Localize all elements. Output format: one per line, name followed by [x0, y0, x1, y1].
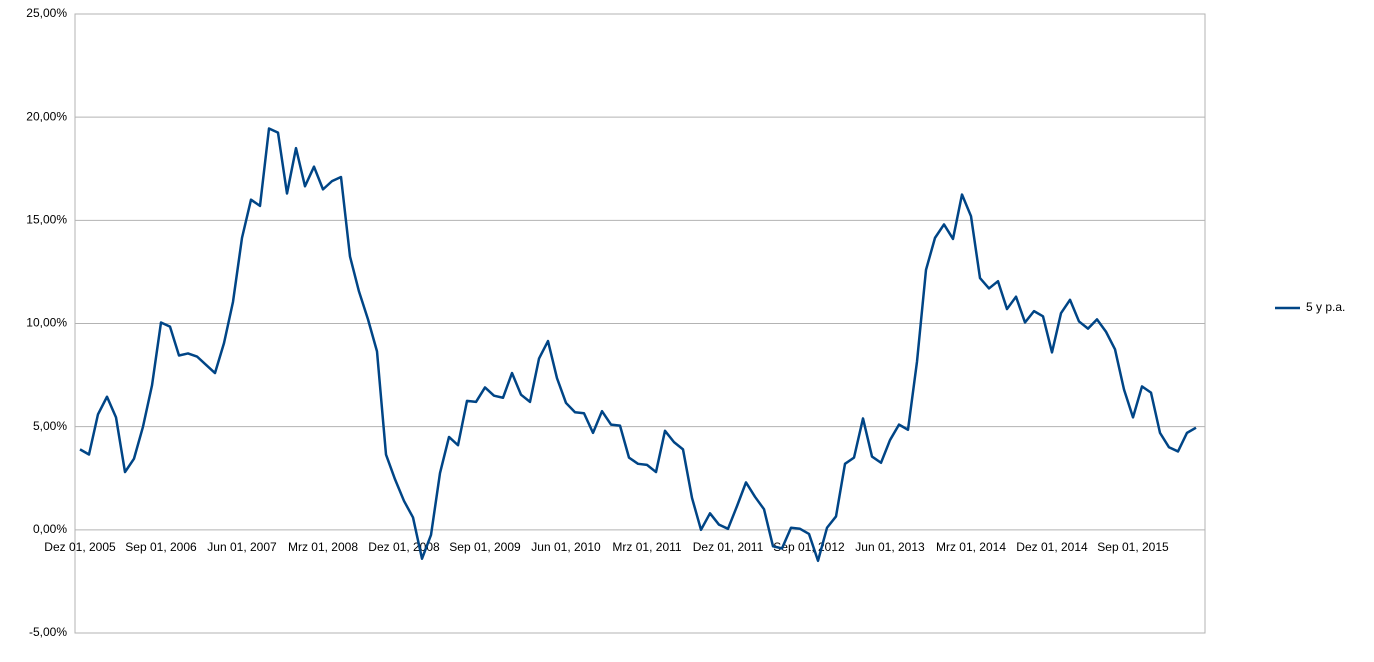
x-tick-label: Dez 01, 2008	[368, 540, 440, 554]
y-tick-label: 25,00%	[26, 6, 67, 20]
x-tick-label: Dez 01, 2014	[1016, 540, 1088, 554]
y-tick-label: 0,00%	[33, 522, 67, 536]
x-tick-label: Mrz 01, 2008	[288, 540, 358, 554]
x-tick-label: Mrz 01, 2014	[936, 540, 1006, 554]
x-tick-label: Dez 01, 2011	[693, 540, 764, 554]
y-tick-label: 5,00%	[33, 419, 67, 433]
y-tick-label: 10,00%	[26, 316, 67, 330]
x-tick-label: Jun 01, 2013	[855, 540, 925, 554]
x-tick-label: Sep 01, 2009	[449, 540, 521, 554]
x-tick-label: Dez 01, 2005	[44, 540, 116, 554]
legend-label: 5 y p.a.	[1306, 300, 1345, 314]
y-tick-label: 15,00%	[26, 213, 67, 227]
series-line	[79, 127, 1197, 563]
x-tick-label: Sep 01, 2012	[773, 540, 845, 554]
x-tick-label: Sep 01, 2006	[125, 540, 197, 554]
x-tick-label: Jun 01, 2010	[531, 540, 601, 554]
y-tick-label: 20,00%	[26, 109, 67, 123]
x-tick-label: Sep 01, 2015	[1097, 540, 1169, 554]
y-tick-label: -5,00%	[29, 625, 67, 639]
x-tick-label: Mrz 01, 2011	[612, 540, 681, 554]
x-tick-label: Jun 01, 2007	[207, 540, 277, 554]
